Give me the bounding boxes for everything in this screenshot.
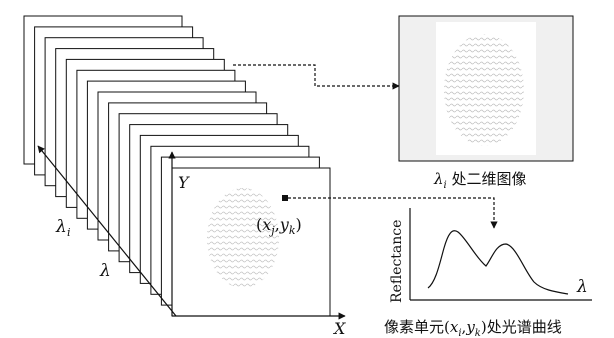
fingerprint-band bbox=[444, 34, 524, 146]
x-axis-label: X bbox=[332, 319, 346, 338]
y-axis-label: Y bbox=[178, 173, 190, 192]
svg-text:λ: λ bbox=[55, 217, 67, 237]
spectrum-ylabel: Reflectance bbox=[389, 220, 405, 303]
pixel-coordinate-label: (xj,yk) bbox=[256, 215, 302, 237]
band-leader-dashed bbox=[233, 64, 400, 90]
lambda-axis-label: λ bbox=[99, 261, 111, 281]
spectrum-xlabel: λ bbox=[576, 277, 588, 297]
band-image-panel bbox=[398, 15, 574, 162]
pixel-leader-dashed bbox=[288, 197, 498, 229]
svg-text:i: i bbox=[67, 226, 71, 239]
band-image-caption: λi 处二维图像 bbox=[433, 170, 527, 191]
spectrum-caption: 像素单元(xi,yk)处光谱曲线 bbox=[384, 318, 562, 338]
lambda-i-label: λ i bbox=[55, 217, 71, 239]
lambda-axis-line bbox=[37, 145, 177, 317]
spectrum-plot: Reflectance λ bbox=[389, 208, 592, 303]
fingerprint-front bbox=[207, 188, 279, 288]
spectrum-curve bbox=[427, 230, 569, 295]
front-band-image bbox=[171, 167, 331, 317]
selected-pixel-marker bbox=[282, 195, 288, 201]
